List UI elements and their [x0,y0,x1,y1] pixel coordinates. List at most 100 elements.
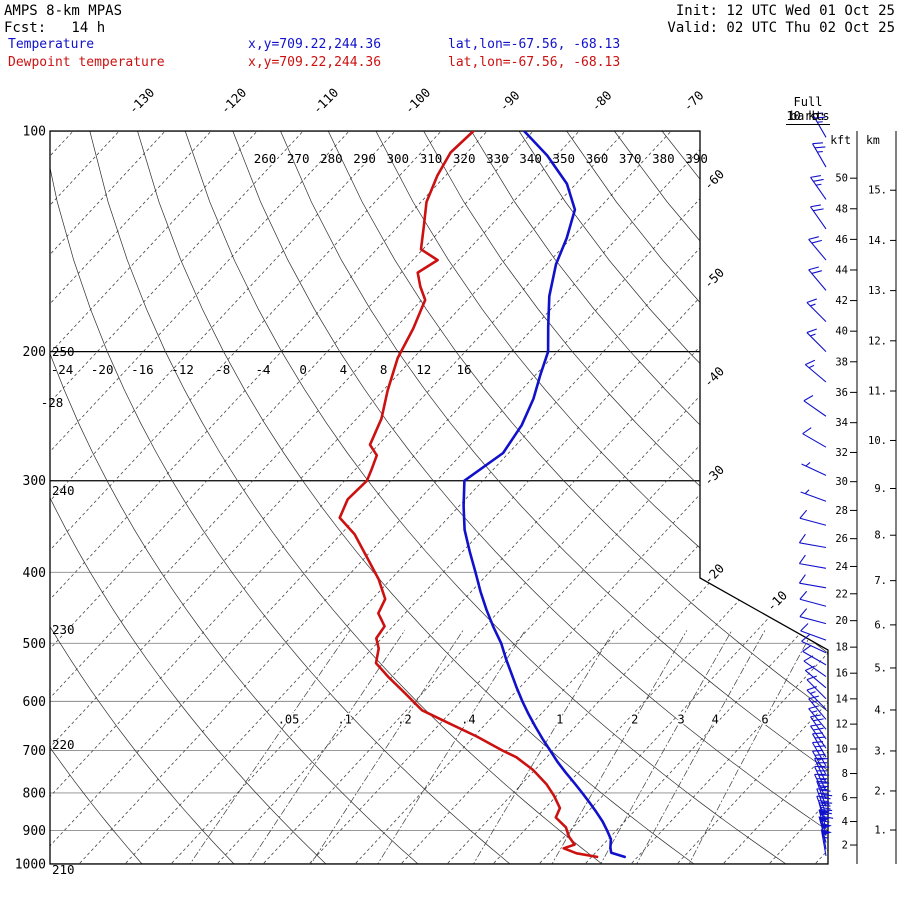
pressure-tick-label: 100 [23,125,46,140]
mixing-ratio-labels: .05 .1 .2 .4 1 2 3 4 6 [276,711,770,728]
temp-scale-label: -12 [171,362,194,377]
legend-dewpoint-latlon: lat,lon=-67.56, -68.13 [448,55,621,70]
isotherm-right-label: -30 [701,462,728,489]
wind-barbs [798,112,834,864]
km-axis-title: km [866,133,880,147]
pressure-tick-label: 400 [23,566,46,581]
theta-scale-label: 270 [287,151,310,166]
kft-tick-label: 36 [835,387,848,399]
theta-scale-row: 260 270 280 290 300 310 320 330 340 350 360 370 380 3… [254,151,708,166]
isotherm-top-labels: -130 -120 -110 -100 -90 -80 -70 [125,85,706,117]
km-tick-label: 14. [868,235,887,247]
isotherm-top-label: -70 [680,88,707,115]
temp-scale-label: -24 [51,362,74,377]
pressure-axis-labels: 100 200 300 400 500 600 700 800 900 1000 [15,125,46,873]
theta-scale-label: 340 [519,151,542,166]
theta-scale-label: 360 [586,151,609,166]
isotherm-top-label: -90 [496,88,523,115]
pressure-tick-label: 600 [23,695,46,710]
kft-tick-label: 16 [835,668,848,680]
km-tick-label: 1. [874,825,887,837]
pressure-tick-label: 500 [23,637,46,652]
isotherm-top-label: -80 [588,88,615,115]
full-barb-caption: Full barb: [789,95,827,123]
theta-scale-label: 260 [254,151,277,166]
full-barb-value: 10 kts [786,109,830,125]
isotherm-right-label: -40 [701,363,728,390]
temp-scale-label: 8 [380,362,388,377]
pressure-gridlines [50,131,828,864]
dewpoint-curve [338,131,599,859]
temp-scale-label: 12 [416,362,431,377]
temp-scale-label: 16 [456,362,471,377]
temp-scale-row: -24 -20 -16 -12 -8 -4 0 4 8 12 16 -28 [41,362,472,410]
kft-tick-label: 30 [835,476,848,488]
km-tick-label: 10. [868,435,887,447]
valid-time-label: Valid: 02 UTC Thu 02 Oct 25 [667,20,895,36]
kft-tick-label: 4 [842,816,848,828]
kft-tick-label: 8 [842,768,848,780]
temp-scale-label: -16 [131,362,154,377]
temp-scale-label: 4 [340,362,348,377]
km-tick-label: 13. [868,285,887,297]
km-tick-label: 3. [874,745,887,757]
isotherm-right-labels: -60 -50 -40 -30 -20 -10 [701,166,791,614]
legend-temperature-label: Temperature [8,37,95,52]
theta-scale-label: 280 [320,151,343,166]
isotherm-top-label: -130 [125,85,157,117]
theta-scale-label: 310 [420,151,443,166]
isotherm-right-label: -20 [701,561,728,588]
mixing-ratio-label: 2 [631,712,638,726]
km-tick-label: 12. [868,335,887,347]
kft-tick-label: 38 [835,356,848,368]
kft-tick-label: 40 [835,326,848,338]
adiabat-lines [50,131,828,864]
pressure-tick-label: 700 [23,744,46,759]
km-tick-label: 4. [874,704,887,716]
kft-tick-label: 42 [835,295,848,307]
temp-scale-label: -4 [255,362,270,377]
kft-tick-label: 46 [835,234,848,246]
kft-tick-label: 20 [835,615,848,627]
kft-tick-label: 18 [835,642,848,654]
pressure-tick-label: 1000 [15,858,46,873]
temp-scale-label: -20 [91,362,114,377]
kft-tick-label: 6 [842,792,848,804]
kft-tick-label: 44 [835,264,848,276]
init-time-label: Init: 12 UTC Wed 01 Oct 25 [675,3,895,19]
isotherm-lines [50,131,828,864]
kft-tick-label: 50 [835,173,848,185]
theta-scale-label: 390 [685,151,708,166]
theta-left-label: 230 [52,622,75,637]
theta-left-label: 210 [52,862,75,877]
isotherm-right-label: -10 [764,588,791,615]
legend-temperature-latlon: lat,lon=-67.56, -68.13 [448,37,621,52]
km-tick-label: 6. [874,619,887,631]
theta-left-label: 250 [52,344,75,359]
km-tick-label: 5. [874,662,887,674]
isotherm-right-label: -50 [701,265,728,292]
pressure-tick-label: 800 [23,786,46,801]
kft-axis-title: kft [830,133,851,147]
theta-scale-label: 380 [652,151,675,166]
pressure-tick-label: 300 [23,474,46,489]
isotherm-top-label: -120 [217,85,249,117]
temp-scale-label: -8 [215,362,230,377]
theta-scale-label: 330 [486,151,509,166]
mixing-ratio-label: .4 [461,712,475,726]
theta-left-labels: 250 240 230 220 210 [52,344,75,877]
mixing-ratio-label: 1 [556,712,563,726]
kft-tick-label: 14 [835,693,848,705]
mixing-ratio-label: 4 [712,712,719,726]
isotherm-right-label: -60 [701,166,728,193]
legend-dewpoint-label: Dewpoint temperature [8,55,165,70]
model-title: AMPS 8-km MPAS [4,3,123,19]
mixing-ratio-lines [179,630,814,864]
theta-scale-label: 300 [387,151,410,166]
kft-tick-label: 2 [842,840,848,852]
kft-tick-label: 32 [835,447,848,459]
theta-left-label: 240 [52,483,75,498]
legend-temperature-xy: x,y=709.22,244.36 [248,37,382,52]
